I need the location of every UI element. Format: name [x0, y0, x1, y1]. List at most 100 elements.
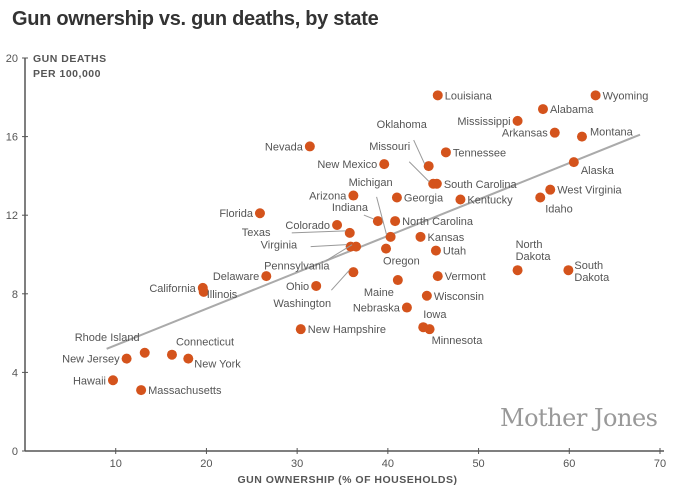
x-tick-label: 50 — [472, 458, 484, 470]
point-label: Virginia — [261, 240, 298, 252]
data-point — [139, 347, 150, 358]
point-label: Indiana — [332, 202, 369, 214]
leader-line — [408, 161, 430, 183]
data-point — [431, 178, 442, 189]
point-label: Georgia — [404, 193, 444, 205]
point-label: California — [149, 283, 196, 295]
point-label: Louisiana — [445, 90, 493, 102]
point-label: Iowa — [423, 309, 447, 321]
data-point — [401, 302, 412, 313]
data-point — [311, 280, 322, 291]
data-point — [440, 147, 451, 158]
data-point — [537, 104, 548, 115]
chart-title: Gun ownership vs. gun deaths, by state — [12, 8, 379, 30]
point-label: Kansas — [428, 232, 465, 244]
point-label: Washington — [273, 298, 331, 310]
data-point — [430, 245, 441, 256]
data-point — [415, 231, 426, 242]
point-label: Dakota — [574, 272, 610, 284]
data-point — [423, 161, 434, 172]
data-point — [348, 267, 359, 278]
x-tick-label: 40 — [382, 458, 394, 470]
y-axis-label: PER 100,000 — [33, 68, 101, 80]
point-label: New Jersey — [62, 354, 120, 366]
data-point — [379, 159, 390, 170]
point-label: South — [574, 260, 603, 272]
data-point — [512, 265, 523, 276]
point-label: Nebraska — [353, 303, 401, 315]
data-point — [421, 290, 432, 301]
point-label: Illinois — [207, 289, 238, 301]
x-axis-label: GUN OWNERSHIP (% OF HOUSEHOLDS) — [237, 474, 457, 486]
data-point — [295, 324, 306, 335]
data-point — [455, 194, 466, 205]
leader-line — [310, 244, 347, 248]
point-label: Missouri — [369, 141, 410, 153]
data-point — [304, 141, 315, 152]
data-point — [107, 375, 118, 386]
y-tick-label: 12 — [6, 210, 18, 222]
point-label: West Virginia — [557, 185, 622, 197]
point-label: Kentucky — [467, 194, 513, 206]
data-point — [432, 271, 443, 282]
point-label: Vermont — [445, 271, 486, 283]
data-point — [568, 157, 579, 168]
point-label: Connecticut — [176, 337, 234, 349]
data-point — [390, 216, 401, 227]
x-tick-label: 60 — [563, 458, 575, 470]
point-label: Pennsylvania — [264, 261, 330, 273]
trend-line — [106, 133, 641, 350]
x-tick-label: 10 — [110, 458, 122, 470]
data-point — [254, 208, 265, 219]
data-point — [121, 353, 132, 364]
y-tick-label: 20 — [6, 53, 18, 65]
point-label: Maine — [364, 287, 394, 299]
point-label: Utah — [443, 246, 466, 258]
data-point — [392, 275, 403, 286]
data-point — [348, 190, 359, 201]
point-label: Michigan — [349, 177, 393, 189]
y-tick-label: 16 — [6, 132, 18, 144]
point-label: Massachusetts — [148, 385, 222, 397]
point-label: Arizona — [309, 191, 347, 203]
point-label: North — [516, 239, 543, 251]
point-label: Ohio — [286, 281, 309, 293]
data-point — [166, 349, 177, 360]
data-point — [545, 184, 556, 195]
point-label: Texas — [242, 227, 271, 239]
y-label-bg — [29, 48, 119, 82]
mother-jones-logo: Mother Jones — [500, 404, 658, 432]
data-point — [344, 227, 355, 238]
point-label: Delaware — [213, 271, 259, 283]
data-point — [351, 241, 362, 252]
point-label: Mississippi — [457, 116, 510, 128]
data-point — [372, 216, 383, 227]
point-label: Colorado — [285, 220, 330, 232]
data-point — [432, 90, 443, 101]
leader-line — [291, 230, 346, 234]
leader-line — [363, 214, 375, 220]
point-label: New York — [194, 359, 241, 371]
point-label: South Carolina — [444, 179, 518, 191]
data-point — [512, 115, 523, 126]
data-point — [198, 286, 209, 297]
data-point — [563, 265, 574, 276]
data-point — [549, 127, 560, 138]
point-label: Tennessee — [453, 147, 506, 159]
point-label: Montana — [590, 127, 634, 139]
data-point — [381, 243, 392, 254]
data-point — [590, 90, 601, 101]
data-point — [183, 353, 194, 364]
data-point — [385, 231, 396, 242]
point-label: New Hampshire — [308, 324, 386, 336]
y-tick-label: 0 — [12, 446, 18, 458]
point-label: Oregon — [383, 256, 420, 268]
point-label: Idaho — [545, 204, 573, 216]
point-label: Florida — [219, 208, 254, 220]
data-point — [576, 131, 587, 142]
leader-line — [331, 269, 350, 291]
data-point — [261, 271, 272, 282]
data-point — [391, 192, 402, 203]
data-point — [136, 385, 147, 396]
